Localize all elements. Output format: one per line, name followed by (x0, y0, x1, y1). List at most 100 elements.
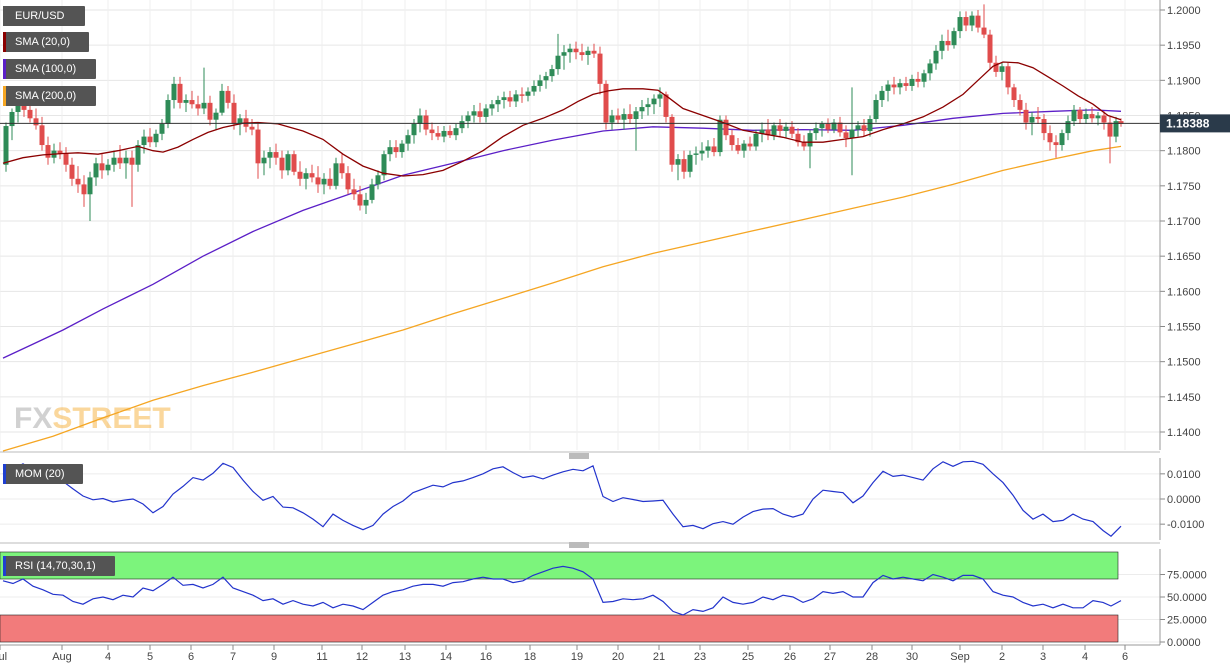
y-tick-label: 1.1800 (1167, 146, 1201, 158)
candle-body (279, 157, 285, 171)
candle-body (555, 55, 561, 70)
resize-handle-rsi[interactable] (569, 542, 589, 548)
x-tick-label: 21 (653, 651, 665, 663)
candle-body (405, 135, 411, 144)
candle-body (141, 136, 147, 146)
candle-body (939, 40, 945, 51)
candle-body (465, 115, 471, 122)
x-tick-label: Aug (52, 651, 72, 663)
candle-body (45, 145, 51, 158)
y-tick-label: 1.1450 (1167, 392, 1201, 404)
candle-body (777, 125, 783, 131)
candle-body (519, 94, 525, 96)
candle-body (33, 118, 39, 126)
legend-sma20[interactable]: SMA (20,0) (3, 32, 89, 52)
legend-sma20-swatch (3, 32, 6, 52)
candle-body (207, 102, 213, 120)
candle-body (63, 153, 69, 165)
candle-body (639, 107, 645, 112)
mom-path (2, 460, 1122, 537)
candle-body (669, 116, 675, 165)
candle-body (453, 128, 459, 136)
candle-body (417, 115, 423, 124)
legend-sma200[interactable]: SMA (200,0) (3, 86, 96, 106)
candle-body (129, 157, 135, 165)
candle-body (165, 100, 171, 124)
candle-body (27, 109, 33, 119)
candle-body (357, 194, 363, 206)
candle-body (171, 83, 177, 101)
rsi-tick-label: 75.0000 (1167, 570, 1207, 582)
candle-body (843, 132, 849, 139)
x-tick-label: Jul (0, 651, 7, 663)
legend-sma100[interactable]: SMA (100,0) (3, 59, 96, 79)
main-grid (0, 0, 1160, 450)
rsi-axis[interactable]: 75.0000 50.0000 25.0000 0.0000 (1159, 549, 1207, 649)
last-price-bg (1160, 114, 1230, 133)
candle-body (369, 184, 375, 200)
candle-body (567, 48, 573, 53)
candle-body (351, 189, 357, 195)
candle-body (1041, 119, 1047, 134)
candle-body (831, 122, 837, 130)
x-tick-label: 19 (571, 651, 583, 663)
candle-body (213, 112, 219, 120)
candle-body (693, 153, 699, 155)
candle-body (951, 31, 957, 46)
resize-handle-mom[interactable] (569, 453, 589, 459)
candle-body (885, 84, 891, 91)
candle-body (423, 115, 429, 130)
price-axis[interactable]: 1.20001.19501.19001.18501.18001.17501.17… (1159, 0, 1201, 450)
x-tick-label: 11 (316, 651, 327, 663)
candle-body (93, 163, 99, 178)
y-tick-label: 1.1700 (1167, 216, 1201, 228)
candle-body (315, 177, 321, 185)
candle-body (459, 121, 465, 129)
candle-body (747, 143, 753, 147)
candle-body (531, 85, 537, 92)
candle-body (1118, 121, 1124, 124)
candle-body (903, 83, 909, 86)
candle-body (615, 115, 621, 120)
candle-body (1101, 115, 1107, 123)
rsi-zones (0, 551, 1119, 643)
candle-body (909, 78, 915, 86)
candle-body (75, 178, 81, 185)
x-tick-label: 28 (866, 651, 878, 663)
candle-body (705, 146, 711, 151)
y-tick-label: 1.1500 (1167, 357, 1201, 369)
candle-body (183, 100, 189, 103)
candle-body (579, 52, 585, 56)
legend-symbol[interactable]: EUR/USD (3, 6, 85, 26)
candle-body (993, 62, 999, 72)
candle-body (681, 159, 687, 172)
legend-rsi[interactable]: RSI (14,70,30,1) (3, 556, 115, 576)
candle-body (999, 66, 1005, 72)
candle-body (441, 130, 447, 137)
candle-body (585, 50, 591, 56)
x-tick-label: 6 (188, 651, 194, 663)
candle-body (249, 126, 255, 130)
mom-tick-label: 0.0000 (1167, 494, 1201, 506)
candle-body (603, 83, 609, 123)
candle-body (99, 163, 105, 171)
rsi-tick-label: 50.0000 (1167, 592, 1207, 604)
sma20-line (2, 61, 1122, 177)
main-panel-bg (0, 0, 1160, 450)
candle-body (1011, 87, 1017, 101)
candle-body (591, 50, 597, 54)
candle-body (495, 100, 501, 105)
rsi-tick-label: 0.0000 (1167, 637, 1201, 649)
time-axis[interactable]: JulAug4567911121314161819202123252627283… (0, 644, 1160, 663)
candle-body (225, 90, 231, 103)
y-tick-label: 1.1950 (1167, 40, 1201, 52)
candle-body (57, 150, 63, 154)
candle-body (69, 164, 75, 179)
mom-axis[interactable]: 0.0100 0.0000 -0.0100 (1159, 458, 1204, 540)
x-tick-label: 2 (999, 651, 1005, 663)
legend-mom[interactable]: MOM (20) (3, 464, 83, 484)
candle-body (291, 154, 297, 172)
y-tick-label: 1.1550 (1167, 322, 1201, 334)
candle-body (261, 157, 267, 164)
